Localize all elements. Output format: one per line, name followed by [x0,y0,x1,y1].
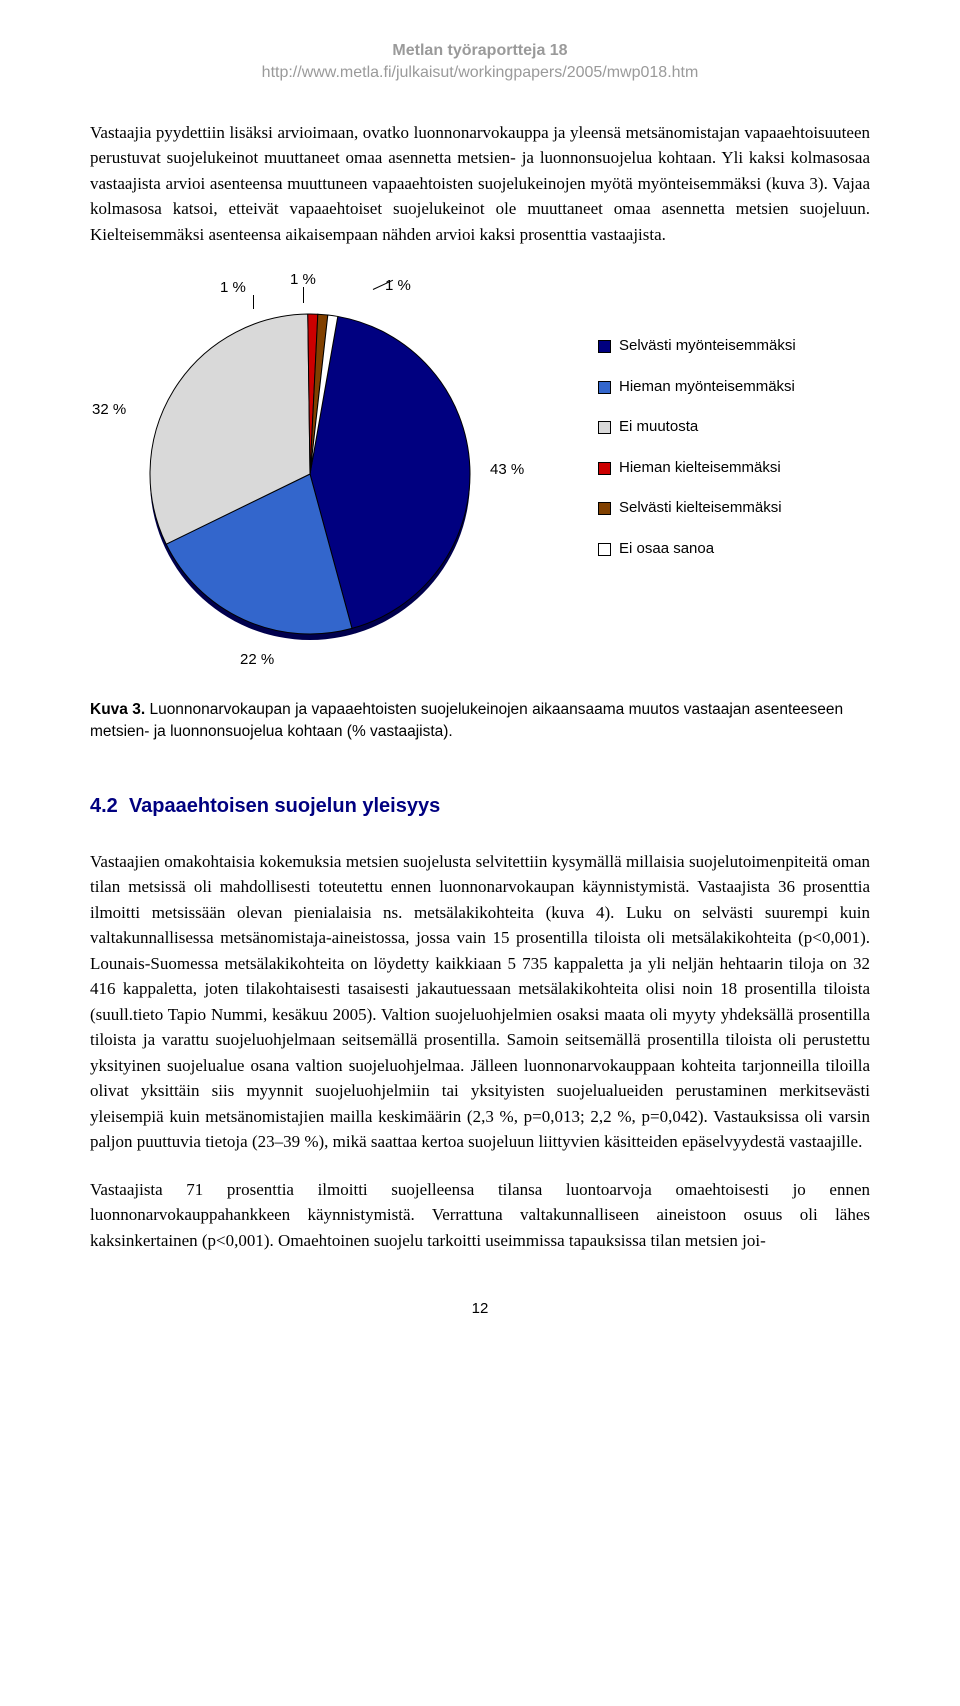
body-paragraph-3: Vastaajista 71 prosenttia ilmoitti suoje… [90,1177,870,1254]
body-paragraph-2: Vastaajien omakohtaisia kokemuksia metsi… [90,849,870,1155]
legend-item: Selvästi kielteisemmäksi [598,497,796,520]
legend-label: Ei osaa sanoa [619,538,714,561]
pie-label-4: 43 % [490,459,524,482]
figure-3-caption: Kuva 3. Luonnonarvokaupan ja vapaaehtois… [90,699,870,742]
body-paragraph-1: Vastaajia pyydettiin lisäksi arvioimaan,… [90,120,870,248]
legend-item: Ei muutosta [598,416,796,439]
pie-label-3: 32 % [92,399,126,422]
header-url: http://www.metla.fi/julkaisut/workingpap… [90,62,870,84]
legend-label: Ei muutosta [619,416,698,439]
pie-label-5: 22 % [240,649,274,672]
legend-label: Selvästi kielteisemmäksi [619,497,782,520]
caption-label: Kuva 3. [90,701,145,718]
legend-swatch [598,340,611,353]
legend-swatch [598,381,611,394]
page-number: 12 [90,1298,870,1321]
legend-swatch [598,462,611,475]
section-number: 4.2 [90,795,118,817]
page-header: Metlan työraportteja 18 http://www.metla… [90,40,870,85]
leader-line [253,295,254,309]
pie-chart-figure-3: 1 % 1 % 1 % 32 % 43 % 22 % Selvästi myön… [90,269,870,689]
pie-label-2: 1 % [385,275,411,298]
pie-label-0: 1 % [220,277,246,300]
header-series: Metlan työraportteja 18 [90,40,870,62]
legend-swatch [598,543,611,556]
legend-swatch [598,421,611,434]
section-4-2-heading: 4.2 Vapaaehtoisen suojelun yleisyys [90,791,870,821]
legend: Selvästi myönteisemmäksi Hieman myönteis… [598,335,796,578]
section-title: Vapaaehtoisen suojelun yleisyys [129,795,440,817]
legend-label: Hieman myönteisemmäksi [619,376,795,399]
pie-chart-svg [120,279,500,659]
legend-label: Selvästi myönteisemmäksi [619,335,796,358]
caption-text: Luonnonarvokaupan ja vapaaehtoisten suoj… [90,701,843,740]
legend-swatch [598,502,611,515]
legend-item: Hieman myönteisemmäksi [598,376,796,399]
legend-item: Ei osaa sanoa [598,538,796,561]
legend-item: Hieman kielteisemmäksi [598,457,796,480]
leader-line [303,287,304,303]
legend-label: Hieman kielteisemmäksi [619,457,781,480]
legend-item: Selvästi myönteisemmäksi [598,335,796,358]
